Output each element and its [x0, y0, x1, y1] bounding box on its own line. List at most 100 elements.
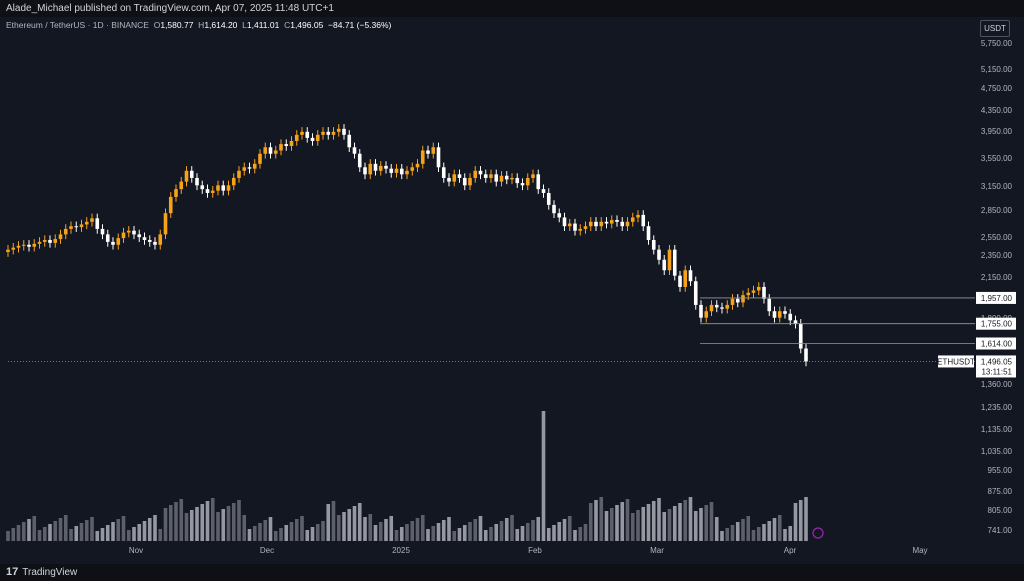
- candle-body: [531, 174, 535, 178]
- price-tick-label: 2,150.00: [981, 273, 1013, 282]
- candle-body: [662, 259, 667, 271]
- volume-bar: [420, 515, 425, 541]
- candle-body: [263, 147, 268, 154]
- candle-body: [258, 153, 262, 164]
- candle-body: [289, 140, 294, 147]
- candle-body: [688, 270, 693, 282]
- candle-body: [273, 150, 278, 154]
- price-tick-label: 2,350.00: [981, 251, 1013, 260]
- volume-bar: [331, 501, 336, 541]
- candle-body: [294, 134, 299, 141]
- volume-bar: [762, 524, 766, 541]
- candle-body: [32, 243, 37, 247]
- candle-body: [121, 232, 126, 239]
- volume-bar: [483, 530, 488, 541]
- currency-button[interactable]: USDT: [980, 20, 1010, 37]
- candle-body: [48, 240, 52, 243]
- volume-bar: [735, 522, 740, 541]
- price-level-tag: [976, 337, 1016, 350]
- volume-bar: [368, 514, 373, 541]
- candle-body: [399, 168, 404, 175]
- volume-bar: [357, 503, 362, 541]
- candle-body: [683, 270, 688, 287]
- candle-body: [357, 153, 362, 168]
- candle-body: [447, 177, 451, 182]
- price-tick-label: 5,150.00: [981, 65, 1013, 74]
- time-tick-label: Feb: [528, 546, 542, 555]
- volume-bar: [205, 501, 210, 541]
- candle-body: [431, 147, 436, 154]
- candle-body: [583, 226, 588, 229]
- volume-bar: [268, 517, 273, 541]
- volume-bar: [200, 504, 205, 541]
- time-tick-label: Nov: [129, 546, 143, 555]
- candle-body: [331, 131, 336, 135]
- volume-bar: [588, 503, 593, 541]
- candle-body: [735, 298, 740, 303]
- volume-bar: [63, 515, 68, 541]
- price-tick-label: 3,150.00: [981, 182, 1013, 191]
- volume-bar: [305, 530, 310, 541]
- candle-body: [657, 249, 661, 260]
- volume-bar: [32, 516, 37, 541]
- candle-body: [441, 167, 446, 178]
- volume-bar: [609, 508, 614, 541]
- candle-body: [310, 137, 315, 141]
- candlestick-chart[interactable]: 5,750.00 5,150.00 4,750.00 4,350.00 3,950.00…: [0, 0, 1024, 564]
- candle-body: [305, 131, 310, 138]
- volume-bar: [552, 525, 556, 541]
- candle-body: [6, 249, 10, 253]
- volume-bar: [58, 518, 63, 541]
- volume-bar: [531, 520, 535, 541]
- volume-bar: [772, 518, 777, 541]
- volume-bar: [578, 527, 583, 541]
- price-tick-label: 4,350.00: [981, 106, 1013, 115]
- candle-body: [342, 128, 346, 135]
- candle-body: [636, 214, 640, 218]
- candle-body: [226, 185, 231, 191]
- volume-bar: [394, 530, 399, 541]
- candle-body: [798, 323, 803, 349]
- volume-bar: [53, 521, 58, 541]
- candle-body: [179, 181, 184, 190]
- price-tick-label: 1,235.00: [981, 403, 1013, 412]
- volume-bar: [132, 527, 136, 541]
- volume-bar: [630, 513, 635, 541]
- volume-bar: [510, 515, 514, 541]
- volume-bar: [352, 506, 357, 541]
- volume-bar: [662, 512, 667, 541]
- candle-body: [788, 313, 793, 321]
- volume-bar: [48, 524, 52, 541]
- volume-bar: [342, 512, 346, 541]
- volume-bar: [179, 499, 184, 541]
- candle-body: [625, 221, 630, 227]
- volume-bar: [672, 506, 677, 541]
- volume-bar: [468, 522, 472, 541]
- candle-body: [730, 298, 735, 305]
- candle-body: [515, 177, 520, 184]
- volume-bar: [6, 531, 10, 541]
- price-tick-label: 1,360.00: [981, 380, 1013, 389]
- candle-body: [90, 218, 94, 222]
- volume-bar: [441, 520, 446, 541]
- price-tick-label: 4,750.00: [981, 84, 1013, 93]
- price-tick-label: 955.00: [988, 466, 1013, 475]
- volume-bar: [541, 411, 546, 541]
- candle-body: [74, 226, 79, 228]
- low-value: 1,411.01: [246, 20, 280, 30]
- open-value: 1,580.77: [160, 20, 194, 30]
- price-tick-label: 5,750.00: [981, 39, 1013, 48]
- candle-body: [389, 168, 394, 173]
- chart-area[interactable]: [0, 17, 1024, 564]
- candle-body: [221, 185, 226, 191]
- volume-bar: [336, 515, 341, 541]
- candle-body: [126, 230, 131, 233]
- volume-bar: [720, 531, 724, 541]
- candle-body: [746, 292, 751, 296]
- tradingview-logo[interactable]: 17 TradingView: [6, 564, 77, 581]
- candle-body: [347, 134, 352, 148]
- volume-bar: [494, 524, 499, 541]
- volume-bar: [499, 521, 504, 541]
- volume-bar: [478, 516, 483, 541]
- volume-bar: [793, 503, 798, 541]
